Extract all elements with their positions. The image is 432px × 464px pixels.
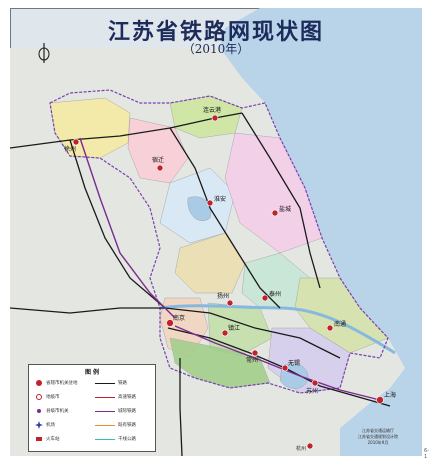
line-red-icon — [95, 396, 115, 398]
legend-label: 高速铁路 — [118, 395, 136, 400]
lake-hongze — [187, 196, 212, 221]
city-marker — [271, 209, 279, 217]
city-markers — [72, 114, 384, 450]
legend-item: 机场 — [35, 421, 55, 429]
legend-item: 铁路 — [95, 379, 127, 387]
rail-west — [10, 307, 165, 314]
rail-xinchang — [169, 127, 281, 309]
city-marker — [206, 199, 214, 207]
city-label: 苏州 — [306, 387, 318, 395]
station-icon — [36, 437, 42, 441]
railway-highspeed — [79, 137, 381, 401]
line-cyan-icon — [95, 438, 115, 440]
city-marker — [311, 379, 319, 387]
legend-box: 图 例 省辖市机关驻地 铁路 地级市 高速铁路 县级市机关 城际铁路 机场 — [28, 364, 156, 452]
credit-line: 2010年9月 — [367, 440, 389, 445]
city-marker — [281, 364, 289, 372]
legend-item: 县级市机关 — [35, 407, 69, 415]
legend-label: 地级市 — [46, 395, 60, 400]
legend-label: 铁路 — [118, 381, 127, 386]
legend-item: 干线公路 — [95, 435, 136, 443]
legend-item: 高速铁路 — [95, 393, 136, 401]
city-labels: 徐州 连云港 宿迁 淮安 盐城 扬州 泰州 南通 南京 镇江 常州 无锡 苏州 … — [64, 106, 396, 452]
city-label: 镇江 — [228, 324, 240, 332]
city-label: 南通 — [334, 320, 346, 328]
legend-label: 机场 — [46, 423, 55, 428]
city-label: 扬州 — [217, 292, 229, 300]
north-arrow-icon — [38, 43, 50, 63]
line-orange-icon — [95, 424, 115, 426]
rail-jinghu-hsr — [79, 137, 176, 319]
legend-label: 城际铁路 — [118, 409, 136, 414]
city-label: 宿迁 — [152, 156, 164, 164]
city-label: 南京 — [173, 314, 185, 322]
city-marker — [376, 396, 384, 404]
city-label: 淮安 — [214, 195, 226, 203]
railway-map: 徐州 连云港 宿迁 淮安 盐城 扬州 泰州 南通 南京 镇江 常州 无锡 苏州 … — [10, 8, 422, 456]
capital-icon — [36, 380, 42, 386]
yangtze-river — [159, 304, 396, 355]
rail-huning-hsr — [174, 325, 381, 401]
city-marker — [261, 294, 269, 302]
legend-label: 县级市机关 — [46, 409, 69, 414]
legend-item: 既有铁路 — [95, 421, 136, 429]
county-icon — [37, 409, 41, 413]
rail-longhai — [10, 112, 243, 149]
legend-label: 省辖市机关驻地 — [46, 381, 78, 386]
city-marker — [221, 329, 229, 337]
city-label: 常州 — [246, 356, 258, 364]
legend-title: 图 例 — [84, 369, 100, 376]
city-marker — [211, 114, 219, 122]
rail-jinghu — [69, 139, 166, 309]
city-label: 盐城 — [279, 205, 291, 213]
sea-area — [220, 8, 422, 456]
legend-label: 火车站 — [46, 437, 60, 442]
map-subtitle: （2010年） — [182, 42, 250, 56]
legend-item: 地级市 — [35, 393, 60, 401]
legend-label: 干线公路 — [118, 437, 136, 442]
corner-mark: 6-1 — [424, 448, 429, 460]
city-marker — [326, 324, 334, 332]
credit-line: 江苏省交通运输厅 — [362, 428, 394, 433]
city-marker — [166, 319, 174, 327]
map-title: 江苏省铁路网现状图 — [107, 20, 324, 45]
city-label: 徐州 — [64, 145, 76, 153]
credit-block: 江苏省交通运输厅 江苏省交通规划设计院 2010年9月 — [340, 428, 416, 446]
province-border — [49, 89, 389, 394]
rail-east — [241, 112, 321, 289]
rail-south — [179, 358, 183, 456]
city-marker — [306, 442, 314, 450]
legend-item: 城际铁路 — [95, 407, 136, 415]
city-label: 上海 — [384, 391, 396, 399]
legend-item: 省辖市机关驻地 — [35, 379, 78, 387]
railway-lines — [10, 112, 391, 456]
city-label: 无锡 — [288, 359, 300, 367]
line-purple-icon — [95, 410, 115, 412]
airport-icon — [35, 421, 43, 429]
city-label: 连云港 — [203, 106, 221, 114]
city-icon — [36, 394, 42, 400]
legend-label: 既有铁路 — [118, 423, 136, 428]
city-label: 杭州 — [296, 445, 306, 452]
credit-line: 江苏省交通规划设计院 — [358, 434, 398, 439]
city-marker — [72, 138, 80, 146]
city-label: 泰州 — [269, 290, 281, 298]
city-marker — [251, 349, 259, 357]
line-black-icon — [95, 382, 115, 384]
rail-ningqi — [164, 307, 341, 359]
city-marker — [156, 164, 164, 172]
legend-item: 火车站 — [35, 435, 60, 443]
city-marker — [226, 299, 234, 307]
